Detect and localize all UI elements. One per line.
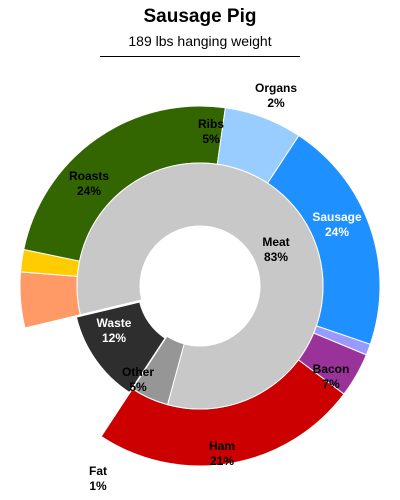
slice-ribs <box>19 271 82 329</box>
chart-title: Sausage Pig <box>143 6 257 27</box>
label-sausage-value: 24% <box>325 225 349 239</box>
label-ham: Ham 21% <box>209 439 235 468</box>
label-ham-value: 21% <box>210 454 234 468</box>
label-other-name: Other <box>122 365 154 379</box>
label-waste: Waste 12% <box>97 316 132 345</box>
label-bacon-value: 7% <box>322 377 340 391</box>
slice-meat <box>76 162 324 410</box>
label-other-value: 5% <box>129 380 147 394</box>
label-organs-name: Organs <box>255 81 297 95</box>
label-roasts-name: Roasts <box>69 169 109 183</box>
label-ham-name: Ham <box>209 439 235 453</box>
label-fat-value: 1% <box>89 479 107 493</box>
slice-other <box>131 335 185 406</box>
label-bacon: Bacon 7% <box>313 362 350 391</box>
label-bones: Bones 4% <box>69 411 106 440</box>
label-meat: Meat 83% <box>262 235 289 264</box>
chart-subtitle: 189 lbs hanging weight <box>128 33 272 49</box>
label-fat: Fat 1% <box>89 464 107 493</box>
label-meat-name: Meat <box>262 235 289 249</box>
label-waste-value: 12% <box>102 331 126 345</box>
label-other: Other 5% <box>122 365 154 394</box>
label-meat-value: 83% <box>264 250 288 264</box>
label-fat-name: Fat <box>89 464 107 478</box>
label-bones-value: 4% <box>78 426 96 440</box>
label-ribs-value: 5% <box>202 132 220 146</box>
slice-waste <box>75 301 166 394</box>
title-underline <box>100 56 300 57</box>
label-ribs-name: Ribs <box>198 117 224 131</box>
label-ribs: Ribs 5% <box>198 117 224 146</box>
label-bacon-name: Bacon <box>313 362 350 376</box>
label-bones-name: Bones <box>69 411 106 425</box>
label-organs-value: 2% <box>267 96 285 110</box>
label-organs: Organs 2% <box>255 81 297 110</box>
label-roasts-value: 24% <box>77 184 101 198</box>
label-roasts: Roasts 24% <box>69 169 109 198</box>
label-sausage-name: Sausage <box>312 210 362 224</box>
label-waste-name: Waste <box>97 316 132 330</box>
label-sausage: Sausage 24% <box>312 210 362 239</box>
